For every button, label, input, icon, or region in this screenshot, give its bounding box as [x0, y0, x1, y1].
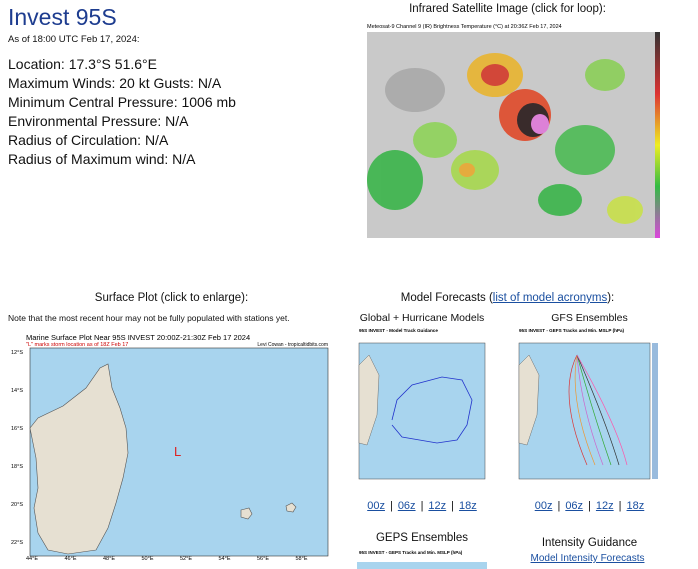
surface-heading: Surface Plot (click to enlarge): — [94, 292, 249, 304]
lat-label: 18°S — [11, 464, 23, 470]
lon-label: 52°E — [180, 556, 192, 562]
detail-line: Location: 17.3°S 51.6°E — [8, 56, 157, 72]
lat-label: 12°S — [11, 350, 23, 356]
run-link[interactable]: 18z — [626, 500, 645, 512]
satellite-heading: Infrared Satellite Image (click for loop… — [409, 3, 606, 15]
panel-land — [518, 354, 540, 446]
panel-land — [358, 354, 380, 446]
track — [568, 354, 588, 466]
lat-label: 16°S — [11, 426, 23, 432]
intensity-title: Intensity Guidance — [541, 537, 638, 549]
track — [576, 354, 612, 466]
panel-sea — [518, 342, 651, 480]
run-link[interactable]: 18z — [459, 500, 477, 512]
track — [576, 354, 604, 466]
lon-label: 44°E — [26, 556, 38, 562]
satellite-image[interactable]: Meteosat-9 Channel 9 (IR) Brightness Tem… — [355, 20, 661, 246]
surface-map-note: "L" marks storm location as of 18Z Feb 1… — [26, 342, 128, 348]
panel-image[interactable]: 95S INVEST - Model Track Guidance — [357, 325, 487, 483]
detail-line: Environmental Pressure: N/A — [8, 113, 189, 129]
panel-sea — [358, 342, 486, 480]
acronyms-link[interactable]: list of model acronyms — [492, 292, 608, 304]
panel-image-title: 95S INVEST - GEFS Tracks and Min. MSLP (… — [519, 328, 625, 333]
surface-note: Note that the most recent hour may not b… — [8, 313, 290, 323]
separator: | — [420, 500, 424, 512]
run-links: 00z | 06z | 12z | 18z — [507, 500, 672, 512]
geps-title: GEPS Ensembles — [375, 532, 469, 544]
panel-title: GFS Ensembles — [551, 312, 628, 324]
panel-title: Global + Hurricane Models — [359, 312, 485, 324]
intensity-link[interactable]: Model Intensity Forecasts — [530, 553, 645, 564]
detail-line: Radius of Circulation: N/A — [8, 132, 169, 148]
track — [391, 376, 473, 444]
panel-image[interactable]: 95S INVEST - GEFS Tracks and Min. MSLP (… — [517, 325, 662, 483]
lat-label: 20°S — [11, 502, 23, 508]
detail-line: Radius of Maximum wind: N/A — [8, 151, 196, 167]
run-link[interactable]: 00z — [534, 500, 553, 512]
run-link[interactable]: 12z — [428, 500, 447, 512]
lat-label: 14°S — [11, 388, 23, 394]
models-heading: Model Forecasts (list of model acronyms)… — [355, 292, 660, 304]
panel-image-title: 95S INVEST - Model Track Guidance — [359, 328, 438, 333]
storm-marker: L — [174, 444, 181, 459]
separator: | — [451, 500, 455, 512]
surface-plot[interactable]: Marine Surface Plot Near 95S INVEST 20:0… — [8, 328, 336, 562]
geps-image-title: 95S INVEST - GEPS Tracks and Min. MSLP (… — [359, 550, 463, 555]
run-link[interactable]: 06z — [565, 500, 584, 512]
run-link[interactable]: 00z — [367, 500, 385, 512]
detail-line: Minimum Central Pressure: 1006 mb — [8, 94, 236, 110]
lon-label: 48°E — [103, 556, 115, 562]
geps-image[interactable]: 95S INVEST - GEPS Tracks and Min. MSLP (… — [357, 548, 487, 569]
separator: | — [588, 500, 591, 512]
track — [574, 354, 596, 466]
as-of: As of 18:00 UTC Feb 17, 2024: — [8, 34, 140, 45]
models-heading-text: Model Forecasts ( — [400, 292, 493, 304]
run-link[interactable]: 06z — [397, 500, 416, 512]
track — [576, 354, 628, 466]
lat-label: 22°S — [11, 540, 23, 546]
lon-label: 50°E — [142, 556, 154, 562]
detail-line: Maximum Winds: 20 kt Gusts: N/A — [8, 75, 222, 91]
colorbar — [652, 343, 658, 479]
separator: | — [618, 500, 622, 512]
lon-label: 56°E — [257, 556, 269, 562]
satellite-image-title: Meteosat-9 Channel 9 (IR) Brightness Tem… — [367, 24, 562, 30]
storm-title: Invest 95S — [8, 4, 117, 30]
surface-map-credit: Levi Cowan - tropicaltidbits.com — [257, 342, 328, 348]
separator: | — [389, 500, 393, 512]
lon-label: 58°E — [296, 556, 308, 562]
lon-label: 54°E — [219, 556, 231, 562]
track — [576, 354, 620, 466]
run-links: 00z | 06z | 12z | 18z — [347, 500, 497, 512]
separator: | — [557, 500, 561, 512]
models-heading-text: ): — [607, 292, 615, 304]
surface-map-title: Marine Surface Plot Near 95S INVEST 20:0… — [26, 333, 250, 342]
run-link[interactable]: 12z — [595, 500, 614, 512]
lon-label: 46°E — [65, 556, 77, 562]
